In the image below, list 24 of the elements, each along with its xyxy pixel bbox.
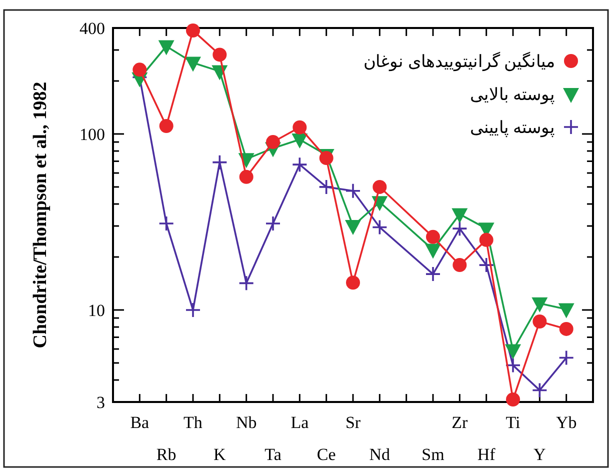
x-tick-label: Sm <box>422 445 444 464</box>
x-tick-label: Nd <box>369 445 391 464</box>
x-tick-label: Ti <box>506 413 521 432</box>
x-tick-label: La <box>290 413 310 432</box>
y-tick-label: 3 <box>96 393 105 412</box>
x-tick-label: Hf <box>477 445 496 464</box>
x-tick-label: Y <box>534 445 546 464</box>
legend-label: پوسته پایینی <box>470 118 555 138</box>
x-tick-label: Sr <box>345 413 361 432</box>
y-axis-title: Chondrite/Thompson et al., 1982 <box>30 82 51 348</box>
x-tick-label: Zr <box>452 413 468 432</box>
x-tick-label: Ce <box>316 445 336 464</box>
x-tick-label: Ta <box>264 445 282 464</box>
legend-label: میانگین گرانیتوییدهای نوغان <box>364 51 555 72</box>
legend-label: پوسته بالایی <box>470 85 555 105</box>
y-tick-label: 100 <box>80 124 105 144</box>
y-tick-label: 10 <box>88 300 105 320</box>
x-tick-label: Yb <box>556 413 577 432</box>
x-tick-label: Ba <box>130 413 150 432</box>
y-tick-label: 400 <box>80 19 105 38</box>
x-tick-label: Nb <box>236 413 257 432</box>
x-tick-label: Th <box>184 413 203 432</box>
x-tick-label: K <box>214 445 227 464</box>
x-tick-label: Rb <box>156 445 176 464</box>
